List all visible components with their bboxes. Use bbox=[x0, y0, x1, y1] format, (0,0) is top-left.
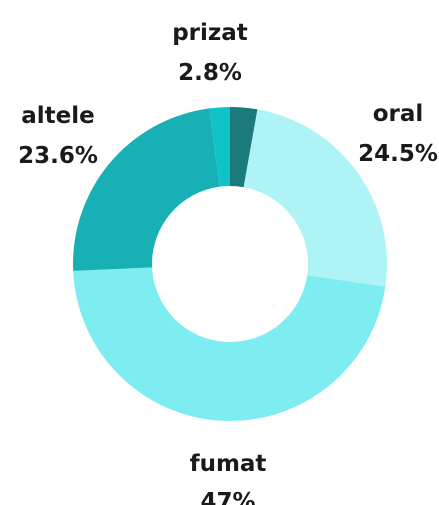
donut-slice bbox=[73, 108, 220, 271]
slice-value-label: 47% bbox=[200, 489, 255, 505]
donut-slice bbox=[73, 267, 386, 422]
slice-label: altele bbox=[21, 103, 94, 129]
slice-label: oral bbox=[373, 101, 424, 127]
slice-value-label: 23.6% bbox=[18, 143, 98, 169]
donut-slice bbox=[209, 107, 230, 187]
donut-slice bbox=[243, 109, 387, 287]
slice-label: fumat bbox=[190, 451, 267, 477]
slice-value-label: 2.8% bbox=[178, 60, 242, 86]
slice-value-label: 24.5% bbox=[358, 141, 438, 167]
slice-label: prizat bbox=[172, 20, 248, 46]
donut-slice bbox=[230, 107, 258, 188]
